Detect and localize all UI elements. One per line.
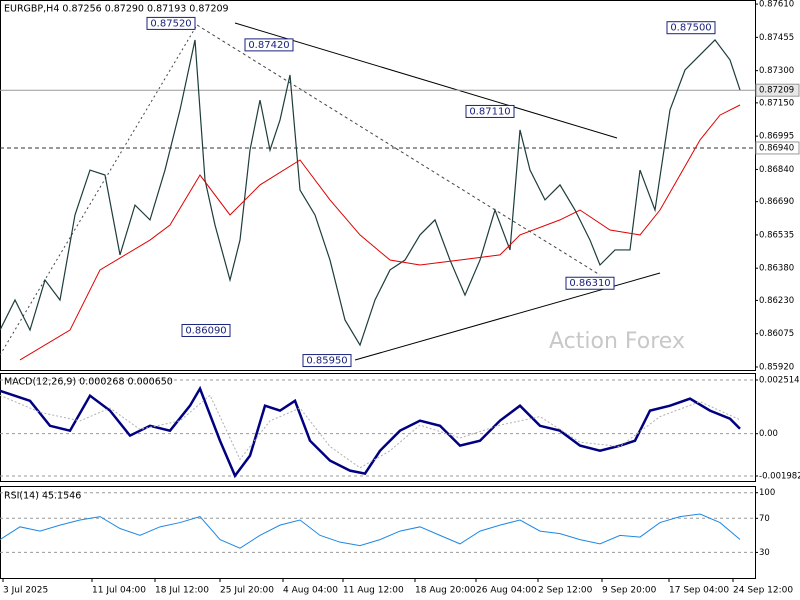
annotation-label: 0.86090 (185, 325, 226, 336)
x-tick-label: 17 Sep 04:00 (669, 586, 729, 596)
annotation-box (666, 21, 716, 35)
annotation-box (465, 104, 515, 118)
series-line (0, 394, 741, 469)
y-tick-label: 0.87300 (759, 66, 794, 76)
y-tick-label: -0.001982 (759, 472, 800, 482)
y-tick-label: 0.85920 (759, 362, 794, 372)
x-tick-label: 9 Sep 20:00 (602, 586, 657, 596)
rsi-panel (0, 486, 756, 579)
y-tick-label: 0.86075 (759, 329, 794, 339)
annotation-box (244, 38, 294, 52)
y-tick-label: 0.86690 (759, 197, 794, 207)
annotation-label: 0.86310 (569, 278, 610, 289)
y-tick-label: 0.87150 (759, 98, 794, 108)
series-line (0, 385, 741, 479)
x-tick-label: 3 Jul 2025 (3, 586, 48, 596)
x-tick-label: 24 Sep 12:00 (733, 586, 793, 596)
x-tick-label: 11 Aug 12:00 (343, 586, 404, 596)
annotation-label: 0.85950 (306, 356, 347, 367)
y-tick-label: 0.86535 (759, 230, 794, 240)
panel-title: RSI(14) 45.1546 (4, 491, 81, 502)
panel-title: EURGBP,H4 0.87256 0.87290 0.87193 0.8720… (4, 4, 229, 15)
price-level-label: 0.87209 (759, 86, 794, 96)
price-level-box (755, 83, 800, 97)
main-panel (0, 0, 756, 371)
annotation-box (565, 276, 615, 290)
y-tick-label: 0.002514 (759, 376, 800, 386)
y-tick-label: 30 (759, 548, 770, 558)
y-tick-label: 0.86840 (759, 165, 794, 175)
y-tick-label: 0.86995 (759, 132, 794, 142)
x-tick-label: 26 Aug 04:00 (476, 586, 537, 596)
panel-title: MACD(12,26,9) 0.000268 0.000650 (4, 377, 173, 388)
trend-line (196, 24, 601, 276)
annotation-label: 0.87520 (150, 18, 191, 29)
watermark: Action Forex (549, 329, 685, 354)
y-tick-label: 0.87455 (759, 33, 794, 43)
y-tick-label: 0.87610 (759, 0, 794, 10)
annotation-box (146, 16, 196, 30)
annotation-box (181, 323, 231, 337)
y-tick-label: 0.86380 (759, 264, 794, 274)
annotation-label: 0.87420 (248, 40, 289, 51)
annotation-label: 0.87500 (670, 23, 711, 34)
y-tick-label: 0.86230 (759, 296, 794, 306)
y-tick-label: 100 (759, 488, 775, 498)
x-tick-label: 18 Aug 20:00 (415, 586, 476, 596)
series-line (0, 513, 741, 549)
macd-panel (0, 373, 756, 482)
price-level-box (755, 141, 800, 155)
y-tick-label: 70 (759, 514, 770, 524)
trend-line (0, 24, 198, 356)
price-level-label: 0.86940 (759, 143, 794, 153)
annotation-label: 0.87110 (469, 106, 510, 117)
annotation-box (302, 354, 352, 368)
x-tick-label: 11 Jul 04:00 (92, 586, 146, 596)
series-line (0, 39, 741, 347)
trend-line (234, 22, 618, 139)
x-tick-label: 4 Aug 04:00 (283, 586, 338, 596)
x-tick-label: 18 Jul 12:00 (155, 586, 209, 596)
x-tick-label: 2 Sep 12:00 (538, 586, 593, 596)
y-tick-label: 0.00 (759, 429, 778, 439)
series-line (19, 104, 741, 361)
x-tick-label: 25 Jul 20:00 (220, 586, 274, 596)
